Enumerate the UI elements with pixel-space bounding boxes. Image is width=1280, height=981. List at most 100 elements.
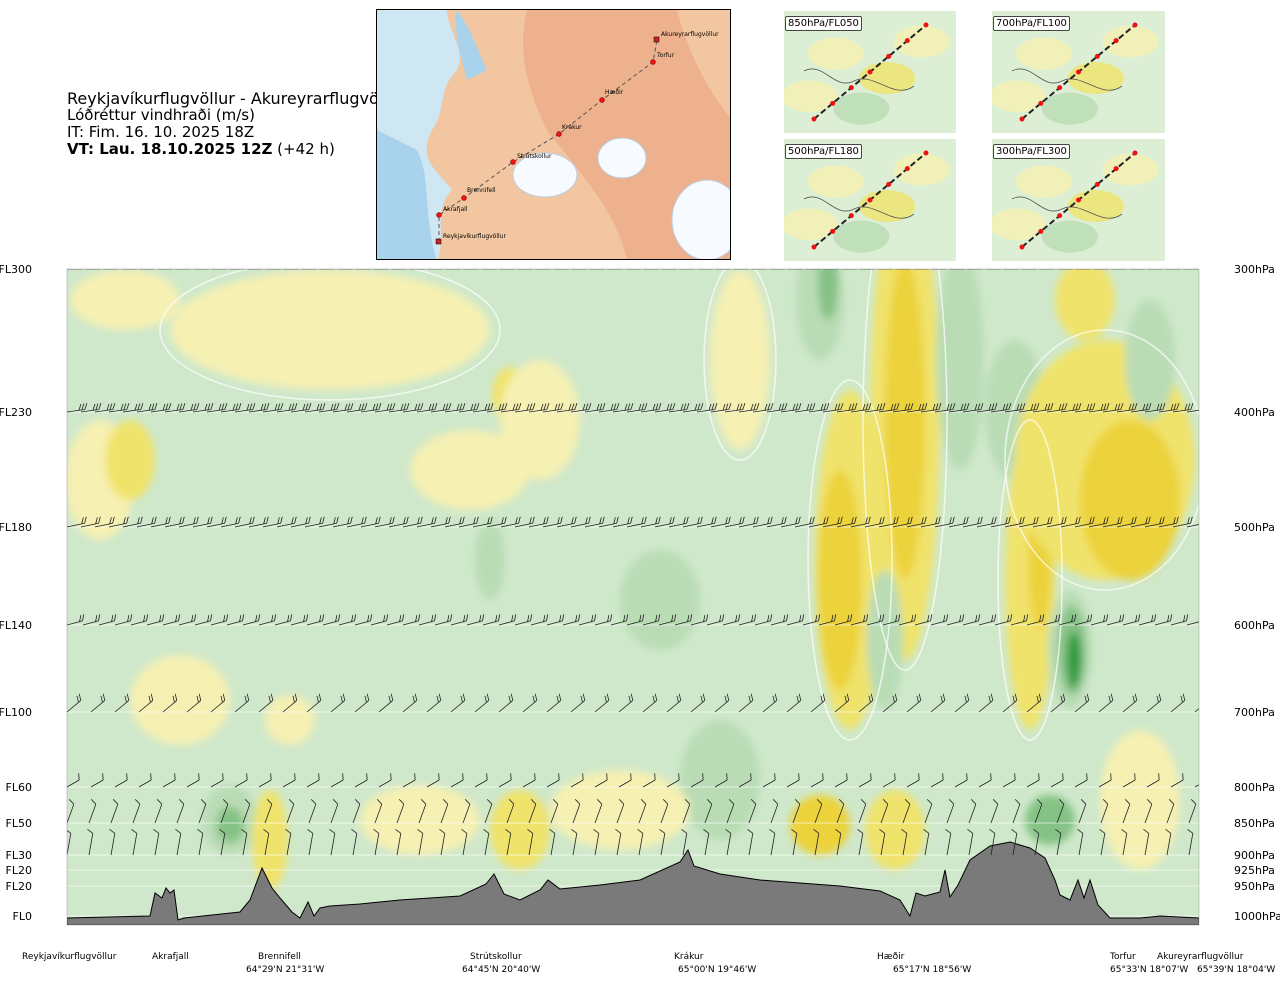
wind-barb (1074, 773, 1088, 788)
minimap-field (992, 208, 1046, 241)
map-label-7: Reykjavíkurflugvöllur (443, 233, 506, 240)
wind-barb (1144, 799, 1153, 824)
wind-barb (787, 269, 804, 270)
wind-barb (994, 614, 1013, 626)
wind-barb (258, 773, 272, 788)
map-label-0: Akureyrarflugvöllur (661, 31, 719, 38)
wind-barb (1010, 614, 1029, 626)
wind-barb (878, 516, 899, 528)
wind-barb (444, 403, 466, 413)
wind-barb (810, 773, 824, 788)
map-point-brennifell (461, 195, 467, 201)
wind-barb (696, 403, 718, 413)
wind-barb (472, 516, 493, 528)
map-label-1: Torfur (656, 52, 675, 59)
minimap-field (1102, 25, 1159, 58)
wind-barb (593, 829, 600, 856)
wind-barb (241, 829, 248, 856)
wind-barb (1102, 516, 1123, 528)
wind-barb (962, 403, 984, 413)
fl-label: FL20 (6, 880, 32, 893)
wind-barb (138, 773, 152, 788)
wind-barb (642, 773, 656, 788)
wind-barb (1186, 403, 1199, 413)
wind-barb (355, 269, 372, 270)
wind-barb (1026, 614, 1045, 626)
wind-barb (626, 516, 647, 528)
wind-barb (1166, 799, 1175, 824)
wind-barb (906, 693, 922, 713)
wind-barb (920, 516, 941, 528)
wind-barb (472, 403, 494, 413)
minimap-waypoint (811, 116, 817, 122)
wind-barb (549, 829, 556, 856)
glacier-langjokull (512, 152, 578, 198)
wind-barb (550, 799, 559, 824)
wind-barb (374, 403, 396, 413)
waypoint-coord: 64°29'N 21°31'W (246, 965, 324, 975)
wind-barb (968, 799, 977, 824)
minimap-field (1041, 220, 1098, 253)
wind-barb (1188, 799, 1197, 824)
wind-barb (866, 614, 885, 626)
minimap-waypoint (867, 69, 873, 75)
wind-barb (1165, 269, 1182, 270)
minimap-waypoint (904, 38, 910, 44)
wind-barb (726, 799, 735, 824)
wind-barb (1074, 403, 1096, 413)
wind-barb (290, 614, 309, 626)
minimap-waypoint (1057, 85, 1063, 91)
wind-barb (378, 693, 394, 713)
wind-barb (659, 829, 666, 856)
wind-barb (754, 614, 773, 626)
wind-barb (229, 269, 246, 270)
wind-barb (1088, 516, 1109, 528)
wind-barb (616, 799, 625, 824)
wind-barb (834, 693, 850, 713)
wind-barb (715, 269, 732, 270)
wind-barb (553, 269, 570, 270)
wind-barb (802, 614, 821, 626)
pressure-label: 850hPa (1234, 817, 1275, 830)
wind-barb (186, 693, 202, 713)
wind-barb (570, 693, 586, 713)
wind-barb (682, 403, 704, 413)
wind-barb (482, 614, 501, 626)
field-cell (1025, 795, 1075, 845)
lead-time: (+42 h) (277, 140, 335, 158)
fl-label: FL180 (0, 521, 32, 534)
wind-barb (395, 829, 402, 856)
fl-label: FL230 (0, 406, 32, 419)
wind-barb (500, 516, 521, 528)
minimap-850-label: 850hPa/FL050 (785, 16, 862, 31)
wind-barb (594, 693, 610, 713)
wind-barb (210, 614, 229, 626)
wind-barb (578, 614, 597, 626)
wind-barb (1116, 403, 1138, 413)
wind-barb (122, 403, 144, 413)
wind-barb (814, 799, 823, 824)
wind-barb (834, 773, 848, 788)
map-label-6: Akrafjall (443, 206, 468, 213)
wind-barb (374, 799, 383, 824)
wind-barb (1116, 516, 1137, 528)
wind-barb (307, 829, 314, 856)
contour-line (1004, 329, 1199, 591)
field-cell (790, 795, 850, 855)
map-point-strutskollur (510, 159, 516, 165)
wind-barb (98, 614, 117, 626)
waypoint-name: Akureyrarflugvöllur (1157, 952, 1244, 962)
wind-barb (330, 693, 346, 713)
wind-barb (178, 516, 199, 528)
wind-barb (598, 516, 619, 528)
wind-barb (220, 799, 229, 824)
minimap-waypoint (1113, 166, 1119, 172)
wind-barb (402, 773, 416, 788)
wind-barb (1194, 700, 1199, 713)
wind-barb (262, 403, 284, 413)
field-cell (170, 270, 490, 390)
wind-barb (242, 799, 251, 824)
wind-barb (386, 614, 405, 626)
waypoint-coord: 65°33'N 18°07'W (1110, 965, 1188, 975)
field-cell (1080, 420, 1180, 580)
